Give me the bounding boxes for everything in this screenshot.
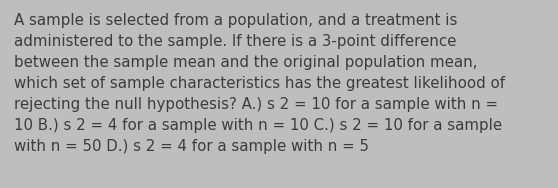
Text: A sample is selected from a population, and a treatment is
administered to the s: A sample is selected from a population, … — [14, 13, 505, 154]
